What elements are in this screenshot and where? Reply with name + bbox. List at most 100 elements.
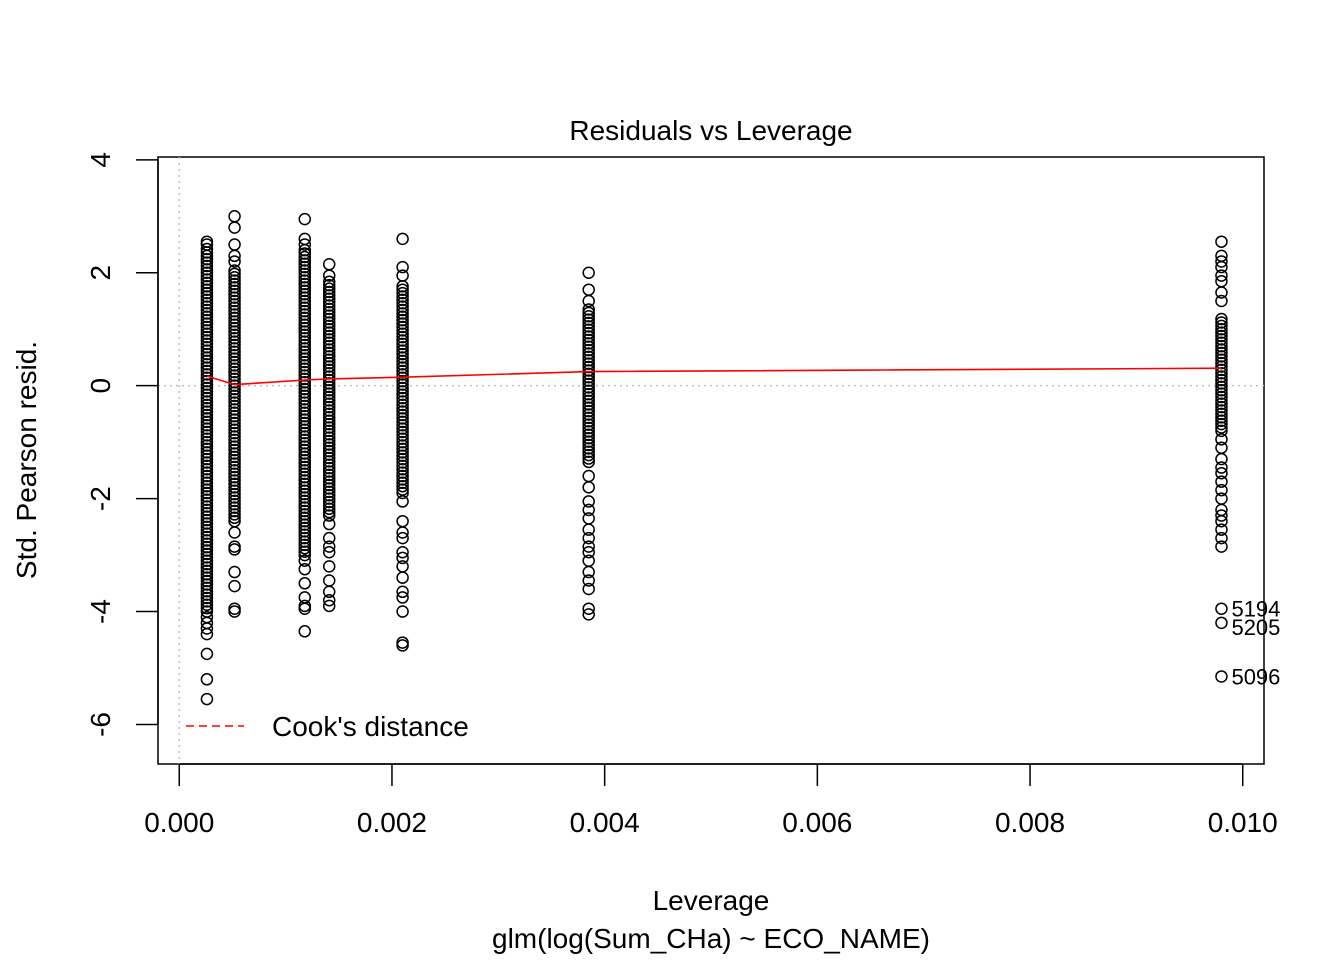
data-point bbox=[228, 315, 241, 328]
data-point bbox=[582, 374, 595, 387]
data-point-outlier bbox=[396, 571, 409, 584]
data-point bbox=[200, 327, 214, 340]
data-point bbox=[228, 379, 241, 392]
data-point-outlier bbox=[396, 495, 409, 508]
data-point bbox=[298, 433, 312, 447]
data-point bbox=[396, 452, 409, 466]
data-point bbox=[298, 281, 312, 294]
data-point bbox=[298, 321, 312, 335]
data-point bbox=[298, 277, 312, 291]
data-point bbox=[396, 313, 409, 327]
data-point bbox=[1215, 329, 1228, 343]
data-point bbox=[582, 316, 595, 330]
data-point-outlier bbox=[228, 255, 241, 268]
data-point bbox=[1215, 363, 1228, 377]
data-point bbox=[200, 330, 214, 344]
data-point-outlier bbox=[228, 249, 241, 263]
data-point-outlier bbox=[298, 212, 312, 226]
data-point-outlier bbox=[228, 605, 241, 618]
data-point bbox=[1215, 404, 1228, 417]
data-point bbox=[396, 483, 409, 496]
x-tick-label: 0.006 bbox=[782, 807, 852, 838]
data-point bbox=[322, 309, 336, 322]
data-point bbox=[298, 257, 312, 270]
data-point bbox=[228, 284, 241, 298]
data-point bbox=[228, 467, 241, 481]
data-point-outlier bbox=[1215, 286, 1228, 299]
data-point bbox=[200, 588, 214, 601]
data-point bbox=[228, 348, 241, 362]
data-point bbox=[582, 367, 595, 381]
data-point bbox=[322, 306, 336, 319]
data-point-outlier bbox=[298, 602, 312, 615]
data-point-outlier bbox=[322, 531, 336, 545]
data-point bbox=[1215, 326, 1228, 339]
data-point bbox=[1215, 370, 1228, 383]
data-point bbox=[322, 350, 336, 363]
data-point bbox=[228, 447, 241, 460]
data-point bbox=[322, 431, 336, 444]
data-point bbox=[322, 319, 336, 333]
data-point-outlier bbox=[396, 526, 409, 539]
data-point bbox=[200, 286, 214, 300]
data-point bbox=[1215, 346, 1228, 360]
data-point bbox=[228, 321, 241, 335]
data-point bbox=[228, 359, 241, 372]
data-point bbox=[200, 432, 214, 446]
data-point-outlier bbox=[228, 543, 241, 556]
data-point bbox=[322, 465, 336, 478]
data-point-outlier bbox=[1215, 670, 1228, 683]
data-point bbox=[1215, 424, 1228, 438]
data-point bbox=[200, 296, 214, 310]
data-point bbox=[582, 421, 595, 435]
data-point-outlier bbox=[582, 554, 595, 567]
data-point bbox=[1215, 397, 1228, 411]
data-point bbox=[322, 427, 336, 441]
data-point bbox=[200, 402, 214, 415]
data-point bbox=[396, 320, 409, 334]
legend-cooks-distance-label: Cook's distance bbox=[272, 711, 469, 742]
data-point bbox=[228, 365, 241, 379]
data-point bbox=[582, 418, 595, 431]
data-point bbox=[200, 598, 214, 612]
point-label-5096: 5096 bbox=[1231, 664, 1280, 689]
data-point-outlier bbox=[1215, 483, 1228, 497]
data-point-outlier bbox=[228, 579, 241, 593]
data-point bbox=[322, 475, 336, 488]
data-point bbox=[200, 584, 214, 598]
data-point bbox=[200, 442, 214, 456]
data-point bbox=[200, 578, 214, 591]
data-point bbox=[582, 408, 595, 421]
data-point bbox=[228, 491, 241, 504]
data-point bbox=[582, 442, 595, 455]
data-point bbox=[200, 571, 214, 584]
data-point bbox=[322, 312, 336, 326]
data-point bbox=[200, 252, 214, 266]
data-point-outlier bbox=[228, 565, 241, 579]
data-point bbox=[396, 374, 409, 388]
data-point bbox=[396, 293, 409, 307]
data-point bbox=[228, 382, 241, 396]
data-point bbox=[228, 484, 241, 497]
data-point bbox=[200, 290, 214, 303]
data-point bbox=[1215, 312, 1228, 326]
data-point bbox=[322, 424, 336, 438]
data-point bbox=[200, 503, 214, 517]
data-point bbox=[322, 505, 336, 519]
data-point bbox=[298, 484, 312, 497]
data-point bbox=[396, 425, 409, 439]
data-point bbox=[200, 415, 214, 429]
data-point bbox=[298, 355, 312, 369]
data-point bbox=[396, 398, 409, 412]
data-point-outlier bbox=[582, 283, 595, 296]
data-point bbox=[200, 283, 214, 296]
data-point bbox=[298, 365, 312, 379]
data-point bbox=[1215, 407, 1228, 421]
data-point-outlier bbox=[298, 232, 312, 246]
data-point bbox=[298, 525, 312, 538]
data-point-outlier bbox=[228, 221, 241, 234]
data-point bbox=[1215, 322, 1228, 336]
data-point-outlier bbox=[582, 582, 595, 596]
data-point-outlier bbox=[582, 602, 595, 615]
data-point bbox=[396, 368, 409, 381]
